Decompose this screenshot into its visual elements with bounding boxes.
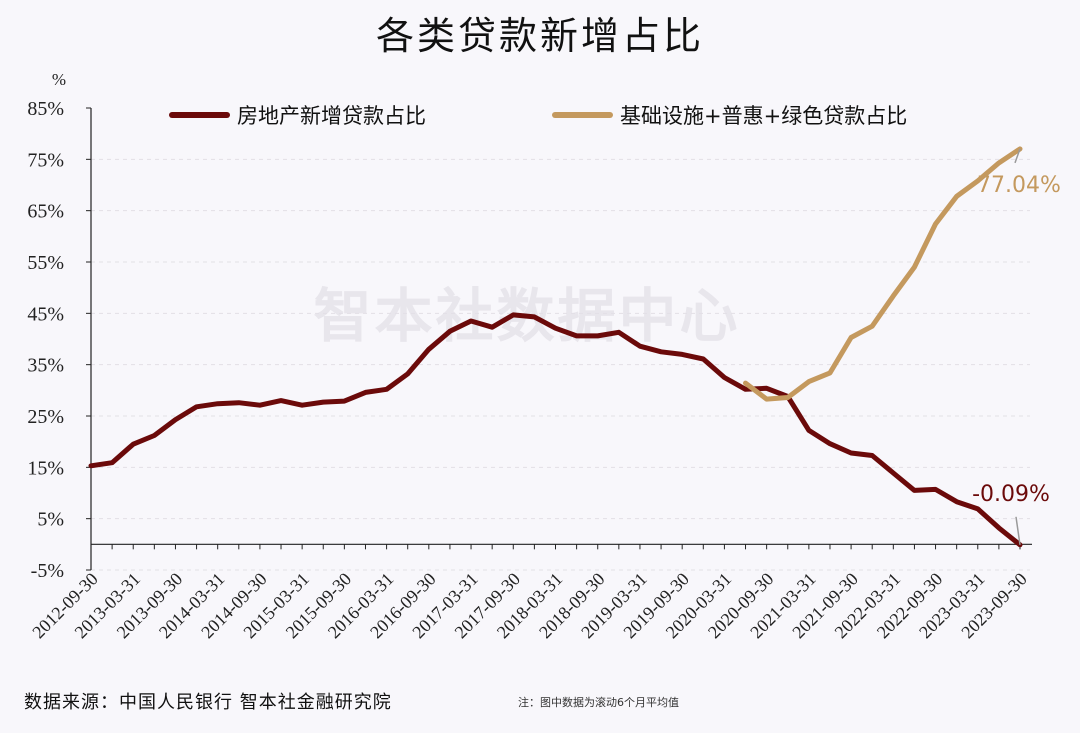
y-tick-label: 15% <box>27 457 64 479</box>
grid-lines <box>91 158 1030 571</box>
end-label-leader-1 <box>1014 148 1021 164</box>
y-tick-label: 5% <box>37 509 64 531</box>
chart-title: 各类贷款新增占比 <box>376 14 704 58</box>
footnote: 注：图中数据为滚动6个月平均值 <box>518 695 679 709</box>
legend: 房地产新增贷款占比 基础设施+普惠+绿色贷款占比 <box>169 104 907 128</box>
series-lines <box>88 146 1023 548</box>
y-tick-label: 65% <box>27 201 64 223</box>
legend-label-0: 房地产新增贷款占比 <box>237 104 426 128</box>
end-value-label-0: -0.09% <box>972 482 1050 507</box>
y-tick-label: 45% <box>27 303 64 325</box>
source-text: 数据来源：中国人民银行 智本社金融研究院 <box>24 692 392 713</box>
axes: -5%5%15%25%35%45%55%65%75%85%2012-09-302… <box>27 98 1032 642</box>
y-tick-label: 85% <box>27 98 64 120</box>
y-tick-label: 75% <box>27 149 64 171</box>
y-tick-label: -5% <box>31 560 64 582</box>
series-line-0 <box>88 312 1023 548</box>
end-label-leader-0 <box>1015 516 1021 545</box>
y-tick-label: 25% <box>27 406 64 428</box>
series-line-1 <box>743 146 1023 402</box>
y-tick-label: 55% <box>27 252 64 274</box>
y-unit-label: % <box>52 70 66 89</box>
end-labels: -0.09% 77.04% <box>972 148 1061 545</box>
y-tick-label: 35% <box>27 355 64 377</box>
end-value-label-1: 77.04% <box>977 173 1061 198</box>
legend-label-1: 基础设施+普惠+绿色贷款占比 <box>620 104 907 128</box>
